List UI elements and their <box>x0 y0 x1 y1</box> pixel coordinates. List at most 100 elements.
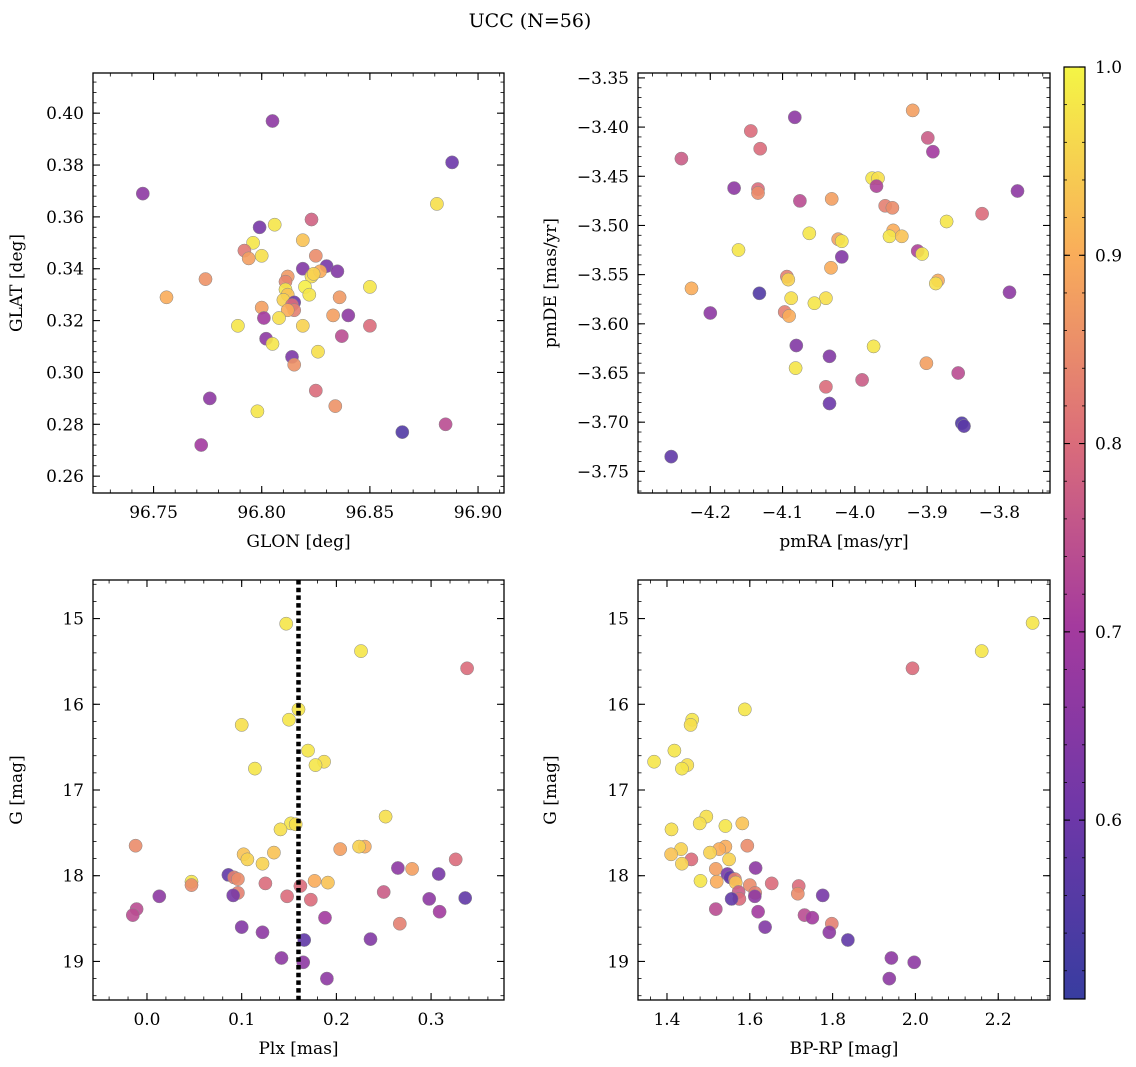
scatter-point <box>303 892 318 907</box>
figure-title: UCC (N=56) <box>469 10 592 32</box>
scatter-point <box>841 933 855 947</box>
y-tick-label: −3.70 <box>577 413 629 433</box>
panel-bprp-g: 1.4 1.6 1.8 2.0 2.2 15 16 17 18 19 BP-RP [mag] G [m… <box>541 579 1051 1059</box>
scatter-point <box>905 103 920 118</box>
scatter-point <box>282 712 296 727</box>
scatter-point <box>334 329 349 343</box>
scatter-point <box>703 845 717 860</box>
scatter-point <box>724 892 739 906</box>
scatter-point <box>747 889 762 904</box>
scatter-point <box>226 888 241 903</box>
scatter-point <box>1010 184 1025 198</box>
scatter-point <box>297 933 312 947</box>
scatter-point <box>274 951 289 965</box>
scatter-point <box>693 874 708 888</box>
scatter-point <box>675 761 689 776</box>
scatter-point <box>234 718 249 732</box>
scatter-point <box>250 404 265 419</box>
panel-plx-g: 0.0 0.1 0.2 0.3 15 16 17 18 19 Plx [mas] G [mag] <box>7 579 505 1059</box>
axes-frame <box>92 72 505 494</box>
x-axis-label: Plx [mas] <box>258 1039 338 1059</box>
scatter-point <box>951 366 966 380</box>
scatter-point <box>647 754 661 769</box>
y-tick-label: −3.45 <box>577 167 629 187</box>
scatter-point <box>460 661 474 676</box>
scatter-point <box>939 214 954 229</box>
scatter-point <box>905 661 920 676</box>
scatter-point <box>135 186 150 201</box>
scatter-point <box>246 235 260 250</box>
scatter-point <box>667 743 682 758</box>
scatter-point <box>272 311 286 325</box>
x-tick-label: −4.0 <box>834 503 875 523</box>
y-tick-label: 19 <box>607 952 629 972</box>
scatter-point <box>822 349 837 364</box>
scatter-point <box>308 248 323 263</box>
scatter-point <box>692 816 707 831</box>
scatter-point <box>789 338 804 353</box>
scatter-point <box>709 874 724 889</box>
scatter-point <box>308 383 323 398</box>
y-tick-label: 15 <box>607 610 629 630</box>
scatter-point <box>824 260 838 275</box>
scatter-point <box>341 308 356 323</box>
scatter-point <box>819 291 833 306</box>
scatter-point <box>834 250 849 264</box>
scatter-point <box>834 234 849 249</box>
scatter-point <box>378 809 393 824</box>
scatter-point <box>784 291 799 306</box>
scatter-point <box>302 287 317 302</box>
scatter-point <box>304 212 319 227</box>
scatter-point <box>975 206 989 221</box>
scatter-point <box>974 644 989 658</box>
scatter-point <box>675 856 689 871</box>
scatter-point <box>392 916 407 931</box>
colorbar-tick-label: 0.9 <box>1095 246 1122 266</box>
x-tick-label: −3.8 <box>979 503 1020 523</box>
scatter-point <box>280 303 295 318</box>
y-tick-label: −3.35 <box>577 69 629 89</box>
x-tick-label: 1.8 <box>819 1010 846 1030</box>
scatter-point <box>248 761 262 776</box>
scatter-point <box>684 281 699 296</box>
scatter-point <box>882 971 897 986</box>
y-tick-label: 0.38 <box>46 156 84 176</box>
scatter-point <box>1025 616 1040 630</box>
scatter-point <box>241 251 256 266</box>
scatter-point <box>354 644 368 658</box>
scatter-point <box>184 878 199 892</box>
y-tick-label: −3.50 <box>577 216 629 236</box>
scatter-point <box>753 141 768 156</box>
scatter-point <box>737 702 752 717</box>
scatter-point <box>894 229 909 244</box>
scatter-point <box>781 272 796 287</box>
x-tick-label: 0.1 <box>228 1010 255 1030</box>
scatter-point <box>287 357 302 372</box>
x-axis-label: pmRA [mas/yr] <box>779 532 908 552</box>
scatter-point <box>855 373 869 387</box>
scatter-point <box>782 309 796 323</box>
scatter-point <box>822 396 837 411</box>
x-tick-label: 0.3 <box>418 1010 445 1030</box>
scatter-point <box>432 904 447 919</box>
scatter-points <box>664 103 1025 464</box>
panel-glon-glat: 96.75 96.80 96.85 96.90 0.26 0.28 0.30 0.32 0.34… <box>7 72 505 552</box>
y-tick-label: 0.26 <box>46 467 84 487</box>
scatter-point <box>926 144 940 159</box>
y-tick-label: 0.32 <box>46 312 84 332</box>
scatter-point <box>291 702 306 717</box>
scatter-point <box>128 838 143 853</box>
y-tick-label: 0.34 <box>46 260 84 280</box>
y-tick-label: 0.40 <box>46 104 84 124</box>
x-tick-label: 96.80 <box>237 503 286 523</box>
colorbar-tick-label: 0.8 <box>1095 435 1122 455</box>
y-tick-label: −3.40 <box>577 118 629 138</box>
x-tick-label: 96.90 <box>454 503 503 523</box>
scatter-point <box>267 845 281 860</box>
scatter-point <box>664 822 679 837</box>
scatter-point <box>321 875 335 890</box>
scatter-point <box>234 920 249 934</box>
scatter-points <box>125 616 474 986</box>
scatter-point <box>748 861 763 875</box>
